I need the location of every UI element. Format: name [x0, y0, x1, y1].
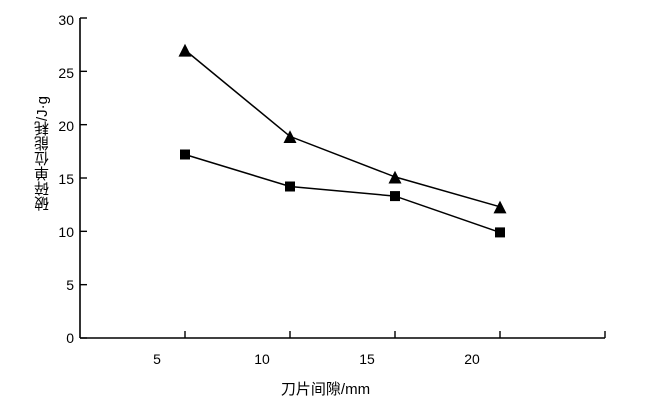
y-tick-label-5: 5 — [66, 277, 74, 293]
data-point-square-series-20 — [495, 227, 505, 238]
data-point-triangle-series-15 — [388, 170, 402, 184]
data-point-triangle-series-20 — [493, 200, 507, 214]
x-tick-label-15: 15 — [359, 351, 375, 367]
series-lines — [184, 49, 501, 234]
y-tick-label-15: 15 — [58, 171, 74, 187]
data-point-square-series-10 — [285, 181, 295, 192]
x-axis-ticks — [184, 331, 606, 338]
y-tick-label-10: 10 — [58, 224, 74, 240]
data-point-triangle-series-10 — [283, 130, 297, 143]
y-tick-label-20: 20 — [58, 118, 74, 134]
series-line-triangle-series — [184, 49, 501, 208]
data-point-triangle-series-5 — [178, 43, 192, 57]
x-axis-label: 刀片间隙/mm — [280, 381, 371, 398]
data-point-square-series-15 — [390, 191, 400, 202]
x-tick-label-5: 5 — [153, 351, 161, 367]
y-axis-ticks — [80, 17, 87, 339]
y-tick-label-0: 0 — [66, 330, 74, 346]
data-point-square-series-5 — [180, 149, 190, 160]
series-line-square-series — [184, 153, 501, 234]
x-tick-label-10: 10 — [254, 351, 270, 367]
y-tick-label-30: 30 — [58, 12, 74, 28]
y-tick-label-25: 25 — [58, 65, 74, 81]
series-markers — [178, 43, 507, 238]
x-tick-label-20: 20 — [464, 351, 480, 367]
